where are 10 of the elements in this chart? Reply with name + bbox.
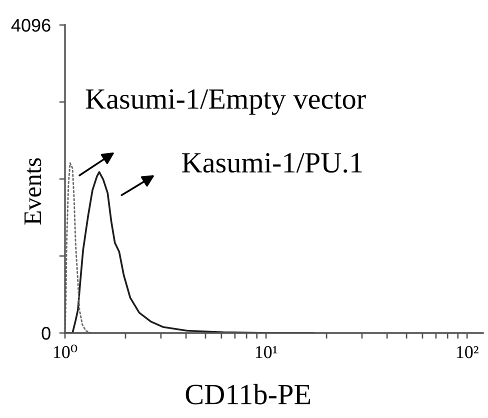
annotation: Kasumi-1/Empty vector (86, 89, 366, 115)
x-tick-label: 10² (456, 346, 478, 358)
x-tick-label: 10⁰ (54, 344, 78, 358)
annotation: Kasumi-1/PU.1 (182, 153, 362, 173)
x-axis-title: CD11b-PE (186, 384, 310, 404)
y-axis-title: Events (24, 158, 42, 225)
y-tick-label: 0 (42, 326, 50, 340)
x-tick-label: 10¹ (256, 346, 278, 358)
y-tick-label: 4096 (11, 18, 50, 32)
line-series (65, 162, 92, 333)
